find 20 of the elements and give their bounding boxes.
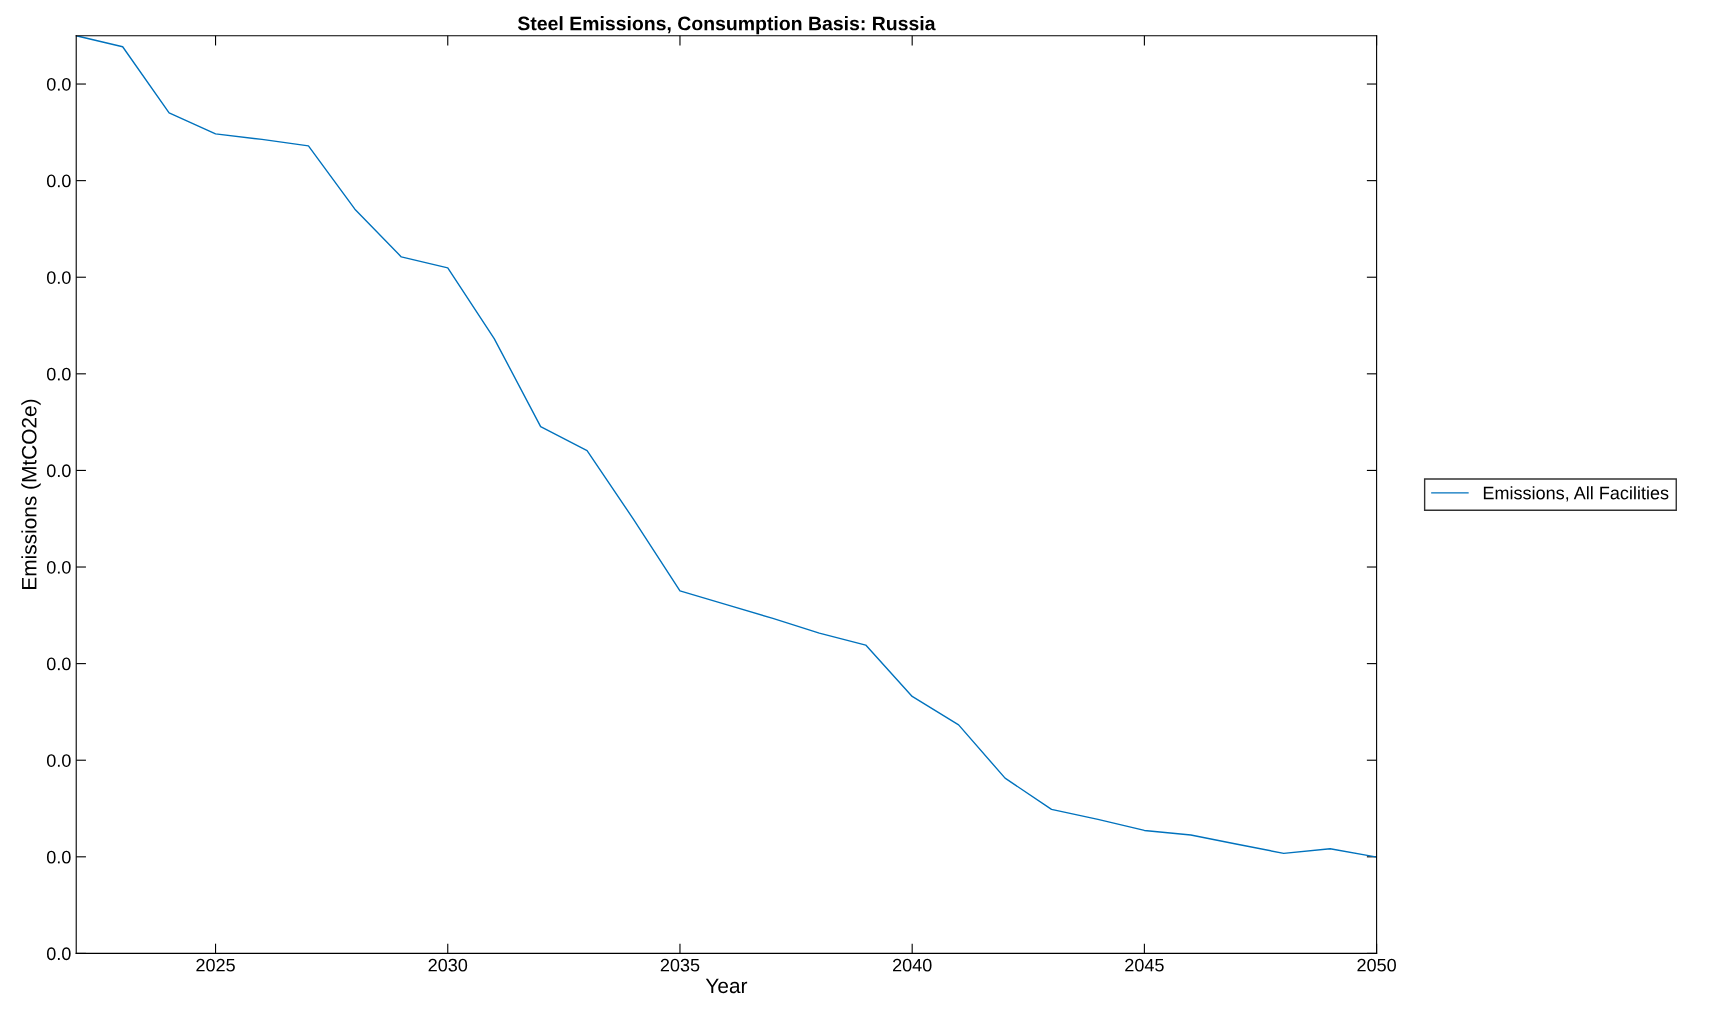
y-axis-title: Emissions (MtCO2e) xyxy=(21,399,41,589)
text: 0.0 xyxy=(46,77,71,91)
chart-title: Steel Emissions, Consumption Basis: Russia xyxy=(517,16,936,35)
x-axis-title: Year xyxy=(705,978,748,994)
x-tick-label: 2050 xyxy=(1357,958,1396,972)
text: 0.0 xyxy=(46,271,71,284)
x-tick-label: 2035 xyxy=(660,958,700,972)
x-tick-label: 2025 xyxy=(196,958,235,972)
x-tick-label: 2045 xyxy=(1125,958,1164,972)
text: 0.0 xyxy=(46,464,71,478)
text: 0.0 xyxy=(46,560,71,574)
text: 0.0 xyxy=(46,367,71,381)
text: 0.0 xyxy=(46,850,71,864)
x-tick-label: 2030 xyxy=(428,958,468,972)
x-tick-label: 2040 xyxy=(893,958,932,972)
text: 0.0 xyxy=(46,947,71,961)
text: 0.0 xyxy=(46,174,71,188)
legend-label: Emissions, All Facilities xyxy=(1483,486,1669,502)
text: 0.0 xyxy=(46,657,71,671)
text: 0.0 xyxy=(46,754,71,767)
